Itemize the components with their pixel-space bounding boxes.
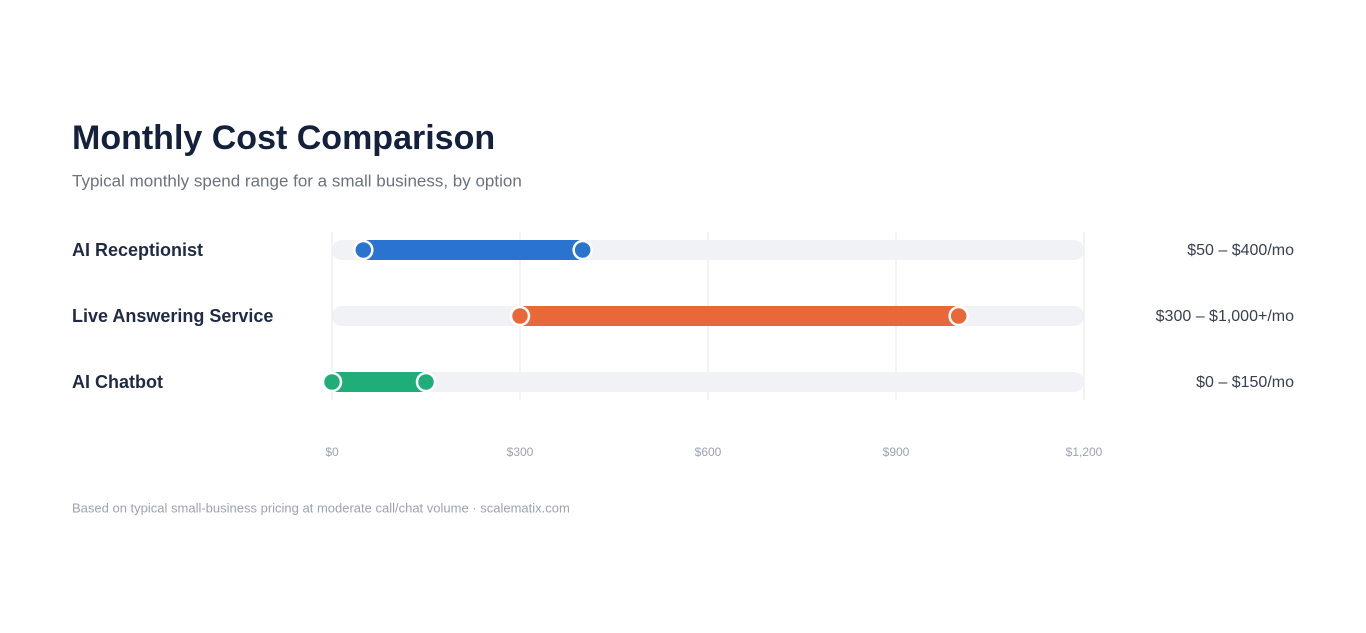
- high-marker: [948, 305, 969, 327]
- footnote: Based on typical small-business pricing …: [72, 500, 570, 515]
- value-label: $300 – $1,000+/mo: [1156, 308, 1294, 325]
- low-marker: [321, 371, 343, 393]
- x-tick-label: $900: [883, 445, 910, 459]
- range-bar: [363, 240, 583, 260]
- x-tick-label: $300: [507, 445, 534, 459]
- x-tick-label: $0: [325, 445, 339, 459]
- x-tick-label: $600: [695, 445, 722, 459]
- low-marker: [509, 305, 531, 327]
- high-marker: [572, 239, 593, 261]
- category-label: Live Answering Service: [72, 306, 273, 326]
- range-bar: [332, 372, 426, 392]
- category-label: AI Receptionist: [72, 240, 203, 260]
- category-label: AI Chatbot: [72, 372, 163, 392]
- value-label: $0 – $150/mo: [1196, 374, 1294, 391]
- chart-title: Monthly Cost Comparison: [72, 119, 495, 157]
- high-marker: [415, 371, 437, 393]
- chart-subtitle: Typical monthly spend range for a small …: [72, 171, 522, 190]
- x-tick-label: $1,200: [1066, 445, 1103, 459]
- value-label: $50 – $400/mo: [1187, 242, 1294, 259]
- low-marker: [353, 239, 374, 261]
- range-bar: [520, 306, 959, 326]
- track: [332, 372, 1084, 392]
